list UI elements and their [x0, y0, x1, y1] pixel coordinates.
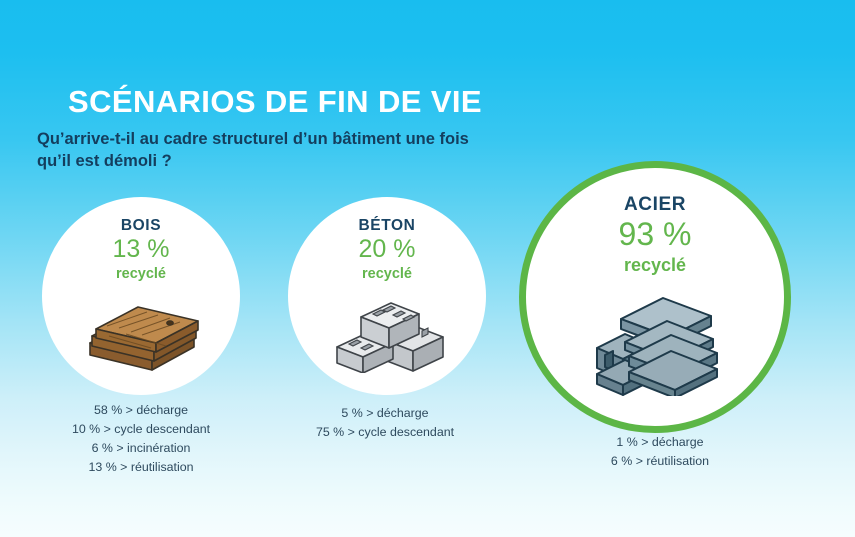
- stat-line: 75 % > cycle descendant: [315, 424, 455, 439]
- concrete-blocks-icon: [288, 301, 486, 373]
- material-recycled-label-beton: recyclé: [362, 265, 412, 282]
- page-subtitle: Qu’arrive-t-il au cadre structurel d’un …: [37, 130, 469, 171]
- material-name-acier: ACIER: [623, 194, 687, 215]
- material-percent-beton: 20 %: [358, 235, 416, 263]
- stat-line: 58 % > décharge: [93, 403, 189, 417]
- material-stats-beton: 5 % > décharge 75 % > cycle descendant: [285, 404, 485, 442]
- material-stats-acier: 1 % > décharge 6 % > réutilisation: [555, 433, 765, 471]
- material-percent-acier: 93 %: [618, 216, 692, 252]
- material-recycled-label-acier: recyclé: [623, 254, 687, 275]
- material-card-beton[interactable]: BÉTON 20 % recyclé: [288, 197, 486, 395]
- material-recycled-label-bois: recyclé: [116, 265, 166, 282]
- stat-line: 6 % > incinération: [91, 440, 191, 455]
- stat-line: 13 % > réutilisation: [88, 459, 194, 474]
- stat-line: 1 % > décharge: [616, 435, 704, 449]
- material-name-beton: BÉTON: [358, 217, 416, 234]
- material-summary-bois: BOIS 13 % recyclé: [42, 217, 240, 283]
- stat-line: 6 % > réutilisation: [610, 453, 710, 468]
- stat-line: 10 % > cycle descendant: [71, 421, 211, 436]
- material-summary-beton: BÉTON 20 % recyclé: [288, 217, 486, 283]
- material-percent-bois: 13 %: [112, 235, 170, 263]
- material-card-bois[interactable]: BOIS 13 % recyclé: [42, 197, 240, 395]
- material-name-bois: BOIS: [120, 217, 162, 234]
- wood-planks-icon: [42, 301, 240, 371]
- steel-beams-icon: [526, 294, 784, 396]
- stat-line: 5 % > décharge: [341, 406, 429, 420]
- page-title: SCÉNARIOS DE FIN DE VIE: [68, 84, 482, 119]
- material-stats-bois: 58 % > décharge 10 % > cycle descendant …: [41, 401, 241, 476]
- material-card-acier[interactable]: ACIER 93 % recyclé: [519, 161, 791, 433]
- material-summary-acier: ACIER 93 % recyclé: [526, 194, 784, 276]
